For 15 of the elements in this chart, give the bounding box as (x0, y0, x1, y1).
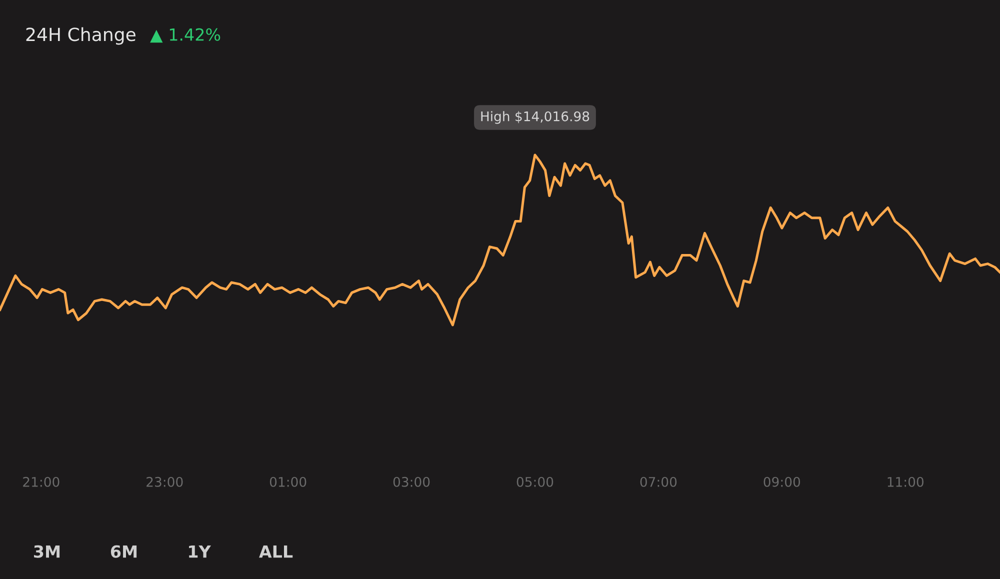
x-tick-label: 11:00 (888, 476, 924, 487)
text: 6M (110, 545, 137, 558)
text: ALL (259, 545, 293, 558)
chart-subtitle: ▲ 1.42% (150, 28, 220, 43)
x-tick-label: 05:00 (516, 476, 554, 487)
text: 1Y (189, 545, 211, 558)
x-tick-label: 09:00 (764, 476, 800, 487)
text: 3M (34, 545, 60, 558)
x-tick-label: 21:00 (23, 476, 60, 487)
x-tick-label: 07:00 (640, 476, 677, 487)
x-tick-label: 03:00 (393, 476, 430, 487)
chart-title: 24H Change (26, 27, 136, 45)
x-tick-label: 01:00 (270, 476, 306, 487)
annotation: High $14,016.98 (481, 111, 590, 124)
x-tick-label: 23:00 (146, 476, 183, 487)
